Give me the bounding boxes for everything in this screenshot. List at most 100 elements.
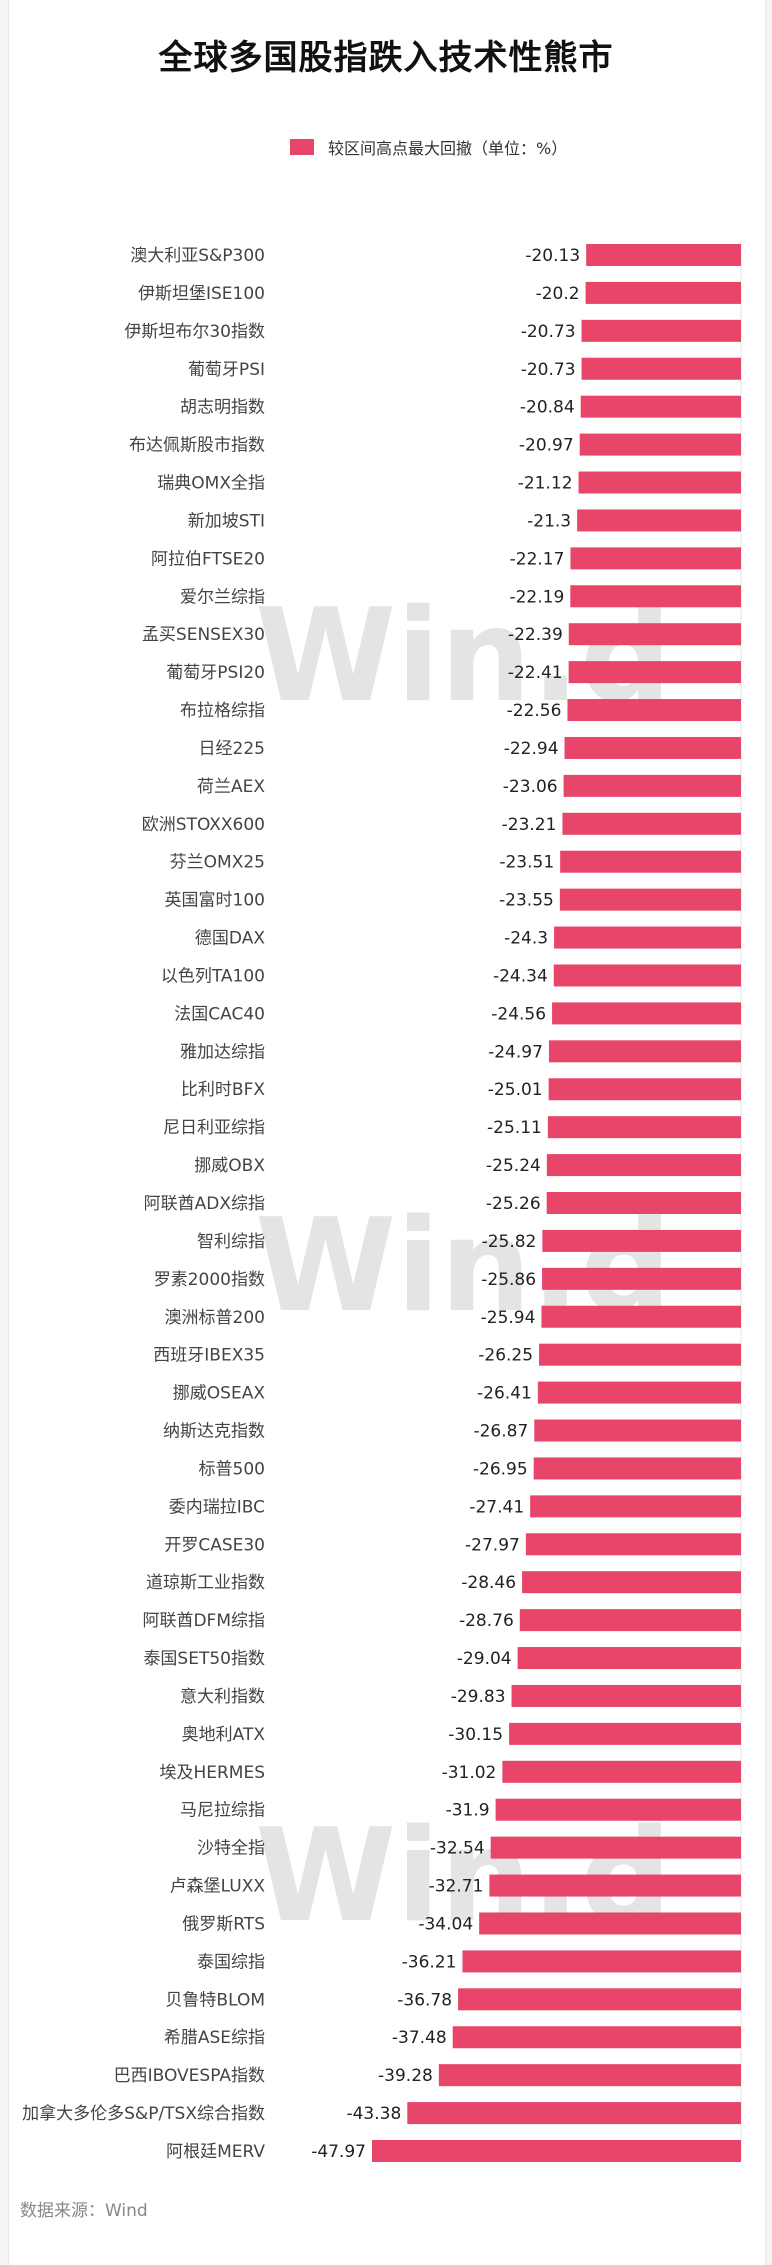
data-label: -21.12 bbox=[518, 474, 573, 494]
data-label: -25.86 bbox=[481, 1270, 536, 1290]
data-label: -24.97 bbox=[488, 1042, 543, 1062]
bar bbox=[580, 395, 741, 418]
data-label: -22.41 bbox=[508, 663, 563, 683]
bar-row: 委内瑞拉IBC -27.41 bbox=[169, 1495, 741, 1518]
bar bbox=[553, 964, 741, 987]
category-label: 开罗CASE30 bbox=[164, 1535, 265, 1555]
bar-row: 日经225 -22.94 bbox=[199, 736, 741, 759]
bar-row: 德国DAX -24.3 bbox=[195, 926, 741, 949]
category-label: 泰国综指 bbox=[197, 1952, 265, 1972]
data-label: -28.76 bbox=[459, 1611, 514, 1631]
category-label: 巴西IBOVESPA指数 bbox=[114, 2066, 265, 2086]
category-label: 澳大利亚S&P300 bbox=[130, 246, 265, 266]
bar bbox=[568, 623, 741, 646]
data-label: -27.41 bbox=[469, 1497, 524, 1517]
bar bbox=[502, 1760, 741, 1783]
bar-row: 罗素2000指数 -25.86 bbox=[154, 1267, 741, 1290]
data-label: -36.21 bbox=[402, 1952, 457, 1972]
data-label: -25.82 bbox=[482, 1232, 537, 1252]
bar-row: 葡萄牙PSI -20.73 bbox=[188, 357, 741, 380]
data-label: -20.84 bbox=[520, 398, 575, 418]
category-label: 俄罗斯RTS bbox=[182, 1914, 265, 1934]
bar-row: 开罗CASE30 -27.97 bbox=[164, 1533, 741, 1556]
bar bbox=[559, 888, 741, 911]
bar bbox=[542, 1267, 741, 1290]
bar-row: 智利综指 -25.82 bbox=[197, 1229, 741, 1252]
bar bbox=[490, 1836, 741, 1859]
data-label: -31.02 bbox=[442, 1763, 497, 1783]
bar bbox=[530, 1495, 741, 1518]
bar bbox=[581, 319, 741, 342]
bar bbox=[542, 1229, 741, 1252]
data-label: -24.34 bbox=[493, 966, 548, 986]
data-label: -25.26 bbox=[486, 1194, 541, 1214]
bar bbox=[539, 1343, 741, 1366]
bar-row: 爱尔兰综指 -22.19 bbox=[180, 585, 741, 608]
bar bbox=[534, 1419, 741, 1442]
bar-row: 雅加达综指 -24.97 bbox=[180, 1040, 741, 1063]
data-label: -20.73 bbox=[521, 360, 576, 380]
bar bbox=[533, 1457, 741, 1480]
data-label: -24.3 bbox=[504, 929, 548, 949]
bar-row: 葡萄牙PSI20 -22.41 bbox=[166, 661, 741, 684]
chart-title: 全球多国股指跌入技术性熊市 bbox=[158, 38, 614, 78]
legend-label: 较区间高点最大回撤（单位：%） bbox=[328, 139, 568, 158]
legend: 较区间高点最大回撤（单位：%） bbox=[290, 136, 567, 158]
category-label: 泰国SET50指数 bbox=[143, 1649, 265, 1669]
data-label: -37.48 bbox=[392, 2028, 447, 2048]
category-label: 葡萄牙PSI bbox=[188, 360, 265, 380]
bar bbox=[562, 812, 741, 835]
bar-row: 新加坡STI -21.3 bbox=[188, 509, 741, 532]
bar bbox=[452, 2026, 741, 2049]
category-label: 布达佩斯股市指数 bbox=[129, 436, 265, 456]
bar bbox=[586, 244, 741, 266]
bar-row: 泰国综指 -36.21 bbox=[197, 1950, 741, 1973]
bar-row: 西班牙IBEX35 -26.25 bbox=[153, 1343, 741, 1366]
category-label: 卢森堡LUXX bbox=[170, 1877, 266, 1897]
bar-row: 马尼拉综指 -31.9 bbox=[180, 1798, 741, 1821]
bar-row: 纳斯达克指数 -26.87 bbox=[163, 1419, 741, 1442]
category-label: 委内瑞拉IBC bbox=[169, 1497, 265, 1517]
bar bbox=[560, 850, 741, 873]
category-label: 阿联酋ADX综指 bbox=[144, 1194, 265, 1214]
category-label: 比利时BFX bbox=[181, 1080, 265, 1100]
data-label: -20.2 bbox=[536, 284, 580, 304]
category-label: 阿联酋DFM综指 bbox=[142, 1611, 265, 1631]
category-label: 阿根廷MERV bbox=[166, 2142, 265, 2162]
bar bbox=[554, 926, 741, 949]
data-label: -29.83 bbox=[451, 1687, 506, 1707]
category-label: 以色列TA100 bbox=[161, 966, 265, 986]
category-label: 马尼拉综指 bbox=[180, 1801, 265, 1821]
bar bbox=[548, 1040, 741, 1063]
category-label: 澳洲标普200 bbox=[165, 1308, 265, 1328]
bar-row: 澳大利亚S&P300 -20.13 bbox=[130, 244, 741, 266]
source-note: 数据来源：Wind bbox=[20, 2201, 148, 2221]
bar-row: 法国CAC40 -24.56 bbox=[174, 1002, 741, 1025]
data-label: -22.39 bbox=[508, 625, 563, 645]
category-label: 智利综指 bbox=[197, 1232, 265, 1252]
bar bbox=[581, 357, 741, 380]
bar-row: 标普500 -26.95 bbox=[199, 1457, 741, 1480]
category-label: 英国富时100 bbox=[165, 891, 265, 911]
bar-row: 阿联酋ADX综指 -25.26 bbox=[144, 1192, 741, 1214]
category-label: 荷兰AEX bbox=[197, 777, 265, 797]
category-label: 日经225 bbox=[199, 739, 265, 759]
data-label: -36.78 bbox=[397, 1990, 452, 2010]
bar-row: 阿联酋DFM综指 -28.76 bbox=[142, 1609, 741, 1632]
bar-row: 卢森堡LUXX -32.71 bbox=[170, 1874, 741, 1897]
data-label: -25.94 bbox=[481, 1308, 536, 1328]
bar-row: 孟买SENSEX30 -22.39 bbox=[142, 623, 741, 646]
data-label: -24.56 bbox=[491, 1004, 546, 1024]
data-label: -23.06 bbox=[503, 777, 558, 797]
data-label: -26.41 bbox=[477, 1384, 532, 1404]
bar bbox=[525, 1533, 741, 1556]
category-label: 沙特全指 bbox=[197, 1839, 265, 1859]
category-label: 希腊ASE综指 bbox=[164, 2028, 265, 2048]
bar bbox=[372, 2140, 741, 2162]
bar bbox=[519, 1609, 741, 1632]
category-label: 西班牙IBEX35 bbox=[153, 1346, 265, 1366]
bar bbox=[462, 1950, 741, 1973]
data-label: -25.24 bbox=[486, 1156, 541, 1176]
data-label: -25.11 bbox=[487, 1118, 542, 1138]
